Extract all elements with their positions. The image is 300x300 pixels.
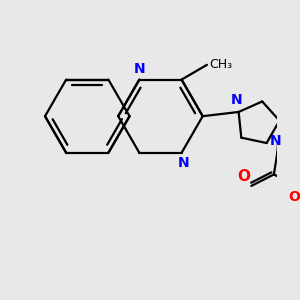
Text: O: O [237, 169, 250, 184]
Text: CH₃: CH₃ [209, 58, 232, 71]
Text: N: N [134, 62, 145, 76]
Text: N: N [269, 134, 281, 148]
Text: N: N [178, 156, 190, 170]
Text: O: O [288, 190, 300, 204]
Text: N: N [231, 93, 242, 107]
